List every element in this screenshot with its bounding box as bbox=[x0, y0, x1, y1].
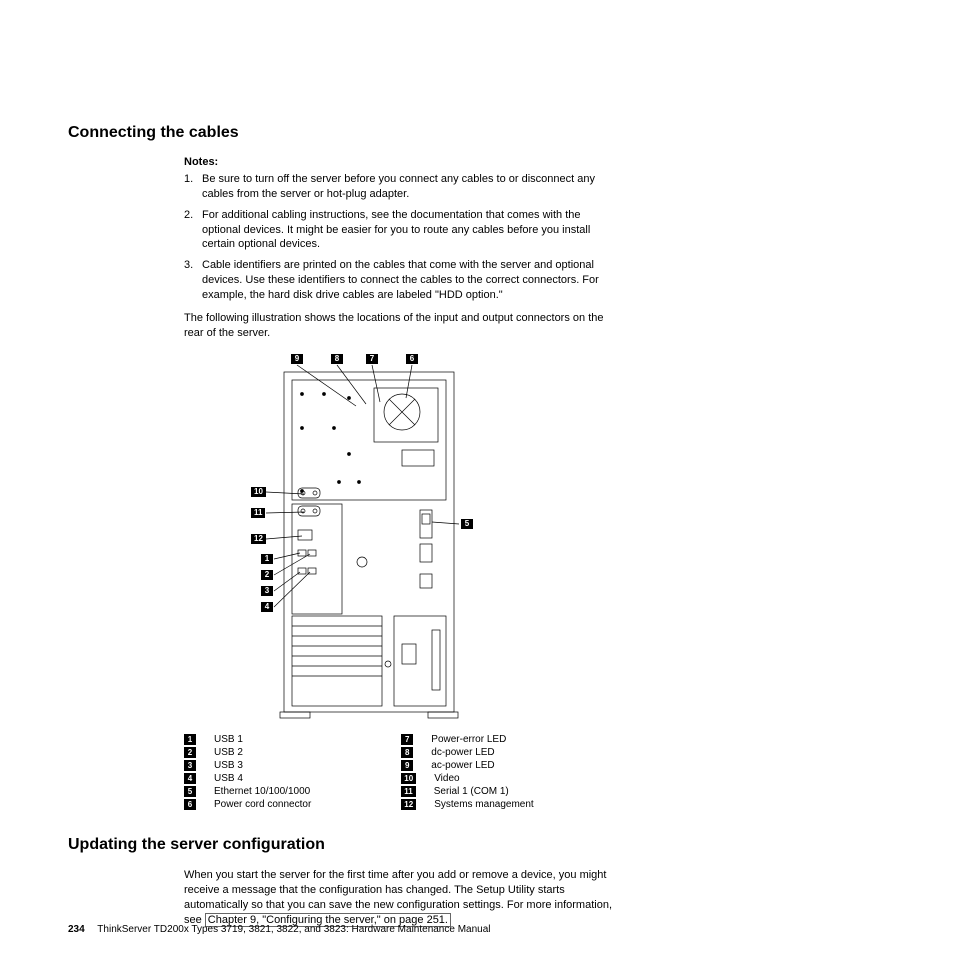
note-1: 1. Be sure to turn off the server before… bbox=[184, 172, 614, 202]
callout-5: 5 bbox=[461, 519, 473, 529]
callout-1: 1 bbox=[261, 554, 273, 564]
legend-row: 1USB 1 bbox=[184, 734, 311, 745]
callout-2: 2 bbox=[261, 570, 273, 580]
callout-9: 9 bbox=[291, 354, 303, 364]
legend-row: 11Serial 1 (COM 1) bbox=[401, 786, 533, 797]
connector-legend: 1USB 1 2USB 2 3USB 3 4USB 4 5Ethernet 10… bbox=[184, 734, 888, 810]
legend-row: 7Power-error LED bbox=[401, 734, 533, 745]
callout-11: 11 bbox=[251, 508, 265, 518]
note-2: 2. For additional cabling instructions, … bbox=[184, 208, 614, 253]
callout-12: 12 bbox=[251, 534, 266, 544]
legend-row: 6Power cord connector bbox=[184, 799, 311, 810]
legend-col-2: 7Power-error LED 8dc-power LED 9ac-power… bbox=[401, 734, 533, 810]
legend-row: 9ac-power LED bbox=[401, 760, 533, 771]
legend-row: 3USB 3 bbox=[184, 760, 311, 771]
notes-label: Notes: bbox=[184, 156, 614, 168]
section-connecting-cables: Connecting the cables Notes: 1. Be sure … bbox=[68, 124, 888, 810]
page-number: 234 bbox=[68, 924, 85, 935]
heading-updating-config: Updating the server configuration bbox=[68, 836, 888, 854]
section-updating-config: Updating the server configuration When y… bbox=[68, 836, 888, 927]
notes-block: Notes: 1. Be sure to turn off the server… bbox=[184, 156, 614, 303]
server-rear-diagram: 9 8 7 6 10 11 12 1 2 3 4 5 bbox=[184, 354, 464, 724]
callout-10: 10 bbox=[251, 487, 266, 497]
legend-row: 5Ethernet 10/100/1000 bbox=[184, 786, 311, 797]
legend-col-1: 1USB 1 2USB 2 3USB 3 4USB 4 5Ethernet 10… bbox=[184, 734, 311, 810]
page-footer: 234 ThinkServer TD200x Types 3719, 3821,… bbox=[68, 924, 491, 935]
legend-row: 2USB 2 bbox=[184, 747, 311, 758]
intro-text: The following illustration shows the loc… bbox=[184, 311, 614, 341]
callout-6: 6 bbox=[406, 354, 418, 364]
callout-3: 3 bbox=[261, 586, 273, 596]
legend-row: 4USB 4 bbox=[184, 773, 311, 784]
legend-row: 12Systems management bbox=[401, 799, 533, 810]
callout-7: 7 bbox=[366, 354, 378, 364]
legend-row: 8dc-power LED bbox=[401, 747, 533, 758]
callout-8: 8 bbox=[331, 354, 343, 364]
note-3: 3. Cable identifiers are printed on the … bbox=[184, 258, 614, 303]
legend-row: 10Video bbox=[401, 773, 533, 784]
body-text: When you start the server for the first … bbox=[184, 868, 624, 927]
callout-4: 4 bbox=[261, 602, 273, 612]
server-rear-svg bbox=[184, 354, 464, 724]
heading-connecting-cables: Connecting the cables bbox=[68, 124, 888, 142]
footer-text: ThinkServer TD200x Types 3719, 3821, 382… bbox=[97, 924, 490, 935]
